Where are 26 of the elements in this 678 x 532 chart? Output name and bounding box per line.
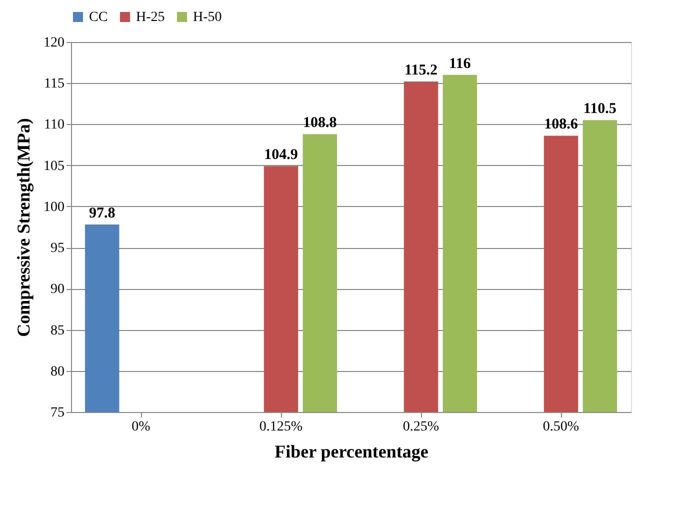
y-tick-label: 115 xyxy=(44,76,64,92)
data-label: 104.9 xyxy=(264,147,298,164)
x-tick-label: 0% xyxy=(132,420,151,434)
data-label: 108.6 xyxy=(544,116,578,133)
y-tick-label: 90 xyxy=(50,282,64,298)
data-label: 108.8 xyxy=(303,115,337,132)
y-tick-label: 120 xyxy=(44,36,64,50)
data-label: 116 xyxy=(449,56,472,72)
data-label: 97.8 xyxy=(88,206,116,222)
x-tick-label: 0.25% xyxy=(402,420,440,434)
data-label: 115.2 xyxy=(404,62,438,78)
legend-label: CC xyxy=(89,10,108,25)
legend-label: H-25 xyxy=(136,10,165,25)
y-tick-label: 80 xyxy=(50,364,64,380)
y-tick-label: 100 xyxy=(44,200,64,215)
y-tick-label: 110 xyxy=(44,118,64,133)
y-axis-title: Compressive Strength(MPa) xyxy=(14,118,34,337)
x-axis-title: Fiber percententage xyxy=(274,442,428,462)
y-tick-label: 85 xyxy=(50,323,64,338)
y-tick-label: 75 xyxy=(50,406,64,420)
x-tick-label: 0.125% xyxy=(259,420,303,434)
y-tick-label: 105 xyxy=(44,158,64,174)
x-tick-label: 0.50% xyxy=(542,420,580,434)
y-tick-label: 95 xyxy=(50,241,64,256)
legend-label: H-50 xyxy=(193,10,222,25)
data-label: 110.5 xyxy=(583,101,616,118)
